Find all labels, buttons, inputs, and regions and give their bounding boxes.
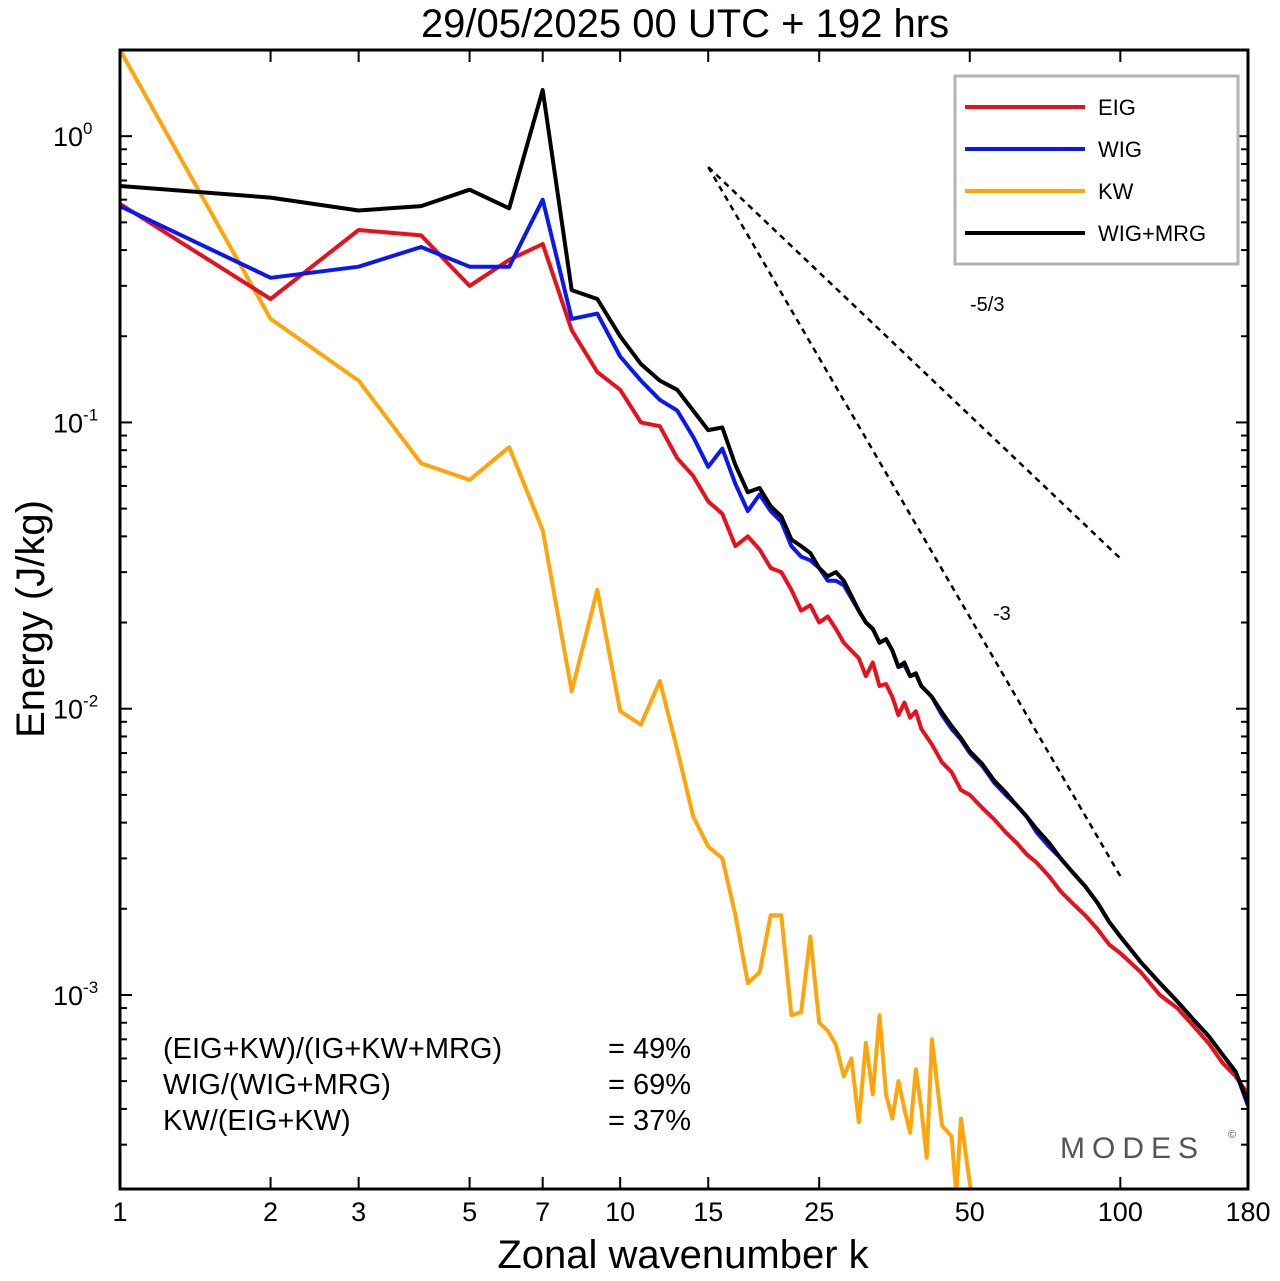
x-tick-label: 1 bbox=[112, 1197, 127, 1227]
slope-label-5-3: -5/3 bbox=[970, 294, 1004, 316]
y-tick-label: 10-3 bbox=[53, 978, 98, 1011]
x-tick-labels: 1 2 3 5 7 10 15 25 50 100 180 bbox=[112, 1197, 1270, 1227]
x-tick-label: 5 bbox=[462, 1197, 477, 1227]
modes-logo: MODES © bbox=[1060, 1129, 1236, 1165]
legend: EIG WIG KW WIG+MRG bbox=[953, 74, 1240, 266]
x-tick-label: 2 bbox=[263, 1197, 278, 1227]
x-tick-label: 50 bbox=[955, 1197, 985, 1227]
legend-label-wig: WIG bbox=[1098, 137, 1142, 162]
series-line-wig bbox=[120, 197, 1248, 1107]
y-tick-label: 10-2 bbox=[53, 692, 98, 725]
x-tick-label: 180 bbox=[1225, 1197, 1270, 1227]
y-tick-base: 10 bbox=[53, 695, 83, 725]
slope-line-3 bbox=[707, 166, 1122, 877]
stat-label-eig-kw-ratio: (EIG+KW)/(IG+KW+MRG) bbox=[163, 1033, 502, 1065]
x-tick-label: 10 bbox=[605, 1197, 635, 1227]
y-axis-label: Energy (J/kg) bbox=[9, 500, 53, 738]
logo-text: MODES bbox=[1060, 1132, 1205, 1165]
stat-value-kw-ratio: = 37% bbox=[608, 1105, 691, 1137]
x-tick-label: 100 bbox=[1098, 1197, 1143, 1227]
y-tick-label: 10-1 bbox=[53, 405, 98, 438]
stats-block: (EIG+KW)/(IG+KW+MRG) = 49% WIG/(WIG+MRG)… bbox=[163, 1033, 691, 1137]
slope-line-5-3 bbox=[707, 166, 1122, 560]
series-lines bbox=[120, 50, 1248, 1189]
slope-label-3: -3 bbox=[993, 603, 1011, 625]
copyright-mark: © bbox=[1228, 1129, 1236, 1141]
stat-value-eig-kw-ratio: = 49% bbox=[608, 1033, 691, 1065]
series-line-kw bbox=[120, 50, 973, 1189]
x-tick-label: 25 bbox=[804, 1197, 834, 1227]
x-tick-label: 15 bbox=[693, 1197, 723, 1227]
x-tick-label: 3 bbox=[351, 1197, 366, 1227]
chart-title: 29/05/2025 00 UTC + 192 hrs bbox=[421, 2, 949, 46]
stat-value-wig-ratio: = 69% bbox=[608, 1069, 691, 1101]
series-line-wig-mrg bbox=[120, 88, 1248, 1104]
legend-label-wig-mrg: WIG+MRG bbox=[1098, 221, 1206, 246]
plot-frame bbox=[118, 48, 1250, 1191]
stat-label-wig-ratio: WIG/(WIG+MRG) bbox=[163, 1069, 391, 1101]
y-tick-exponent: -3 bbox=[83, 978, 98, 997]
y-tick-exponent: 0 bbox=[83, 119, 92, 138]
y-tick-base: 10 bbox=[53, 122, 83, 152]
y-tick-exponent: -1 bbox=[83, 405, 98, 424]
y-tick-base: 10 bbox=[53, 981, 83, 1011]
stat-label-kw-ratio: KW/(EIG+KW) bbox=[163, 1105, 351, 1137]
reference-slopes bbox=[707, 166, 1122, 877]
y-tick-base: 10 bbox=[53, 408, 83, 438]
x-axis-label: Zonal wavenumber k bbox=[497, 1233, 869, 1277]
x-tick-label: 7 bbox=[535, 1197, 550, 1227]
series-line-eig bbox=[120, 202, 1248, 1096]
legend-label-kw: KW bbox=[1098, 179, 1134, 204]
y-tick-exponent: -2 bbox=[83, 692, 98, 711]
legend-label-eig: EIG bbox=[1098, 95, 1136, 120]
y-tick-label: 100 bbox=[53, 119, 93, 152]
